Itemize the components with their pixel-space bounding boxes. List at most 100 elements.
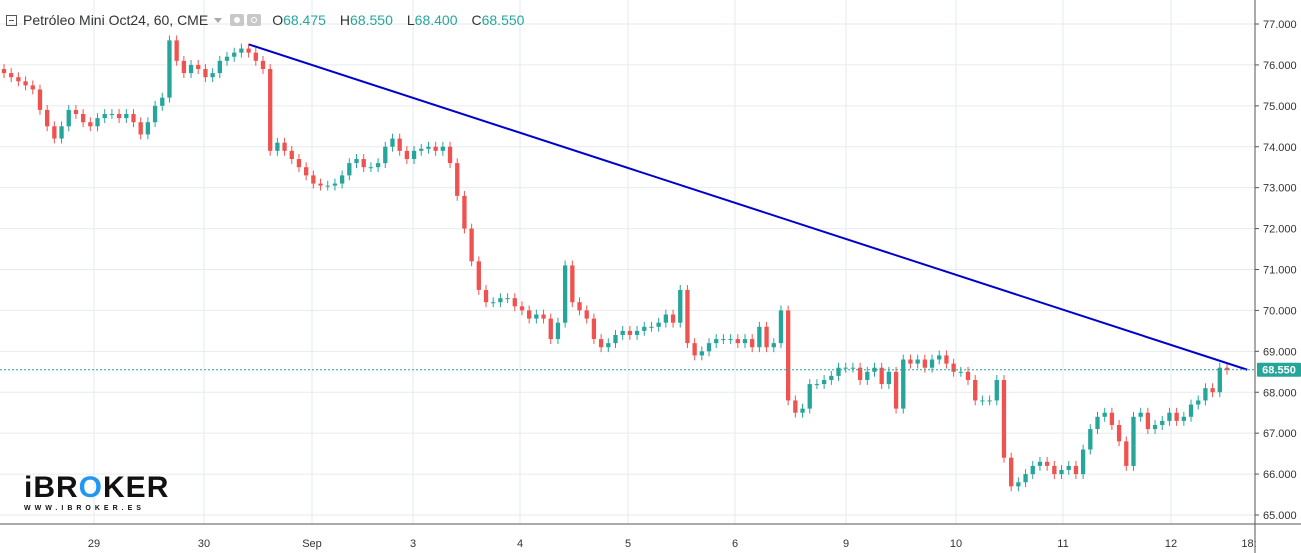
- candle: [491, 297, 496, 308]
- candle-body: [915, 359, 920, 364]
- candle-body: [807, 384, 812, 409]
- high-label: H: [339, 12, 351, 28]
- candle: [1052, 460, 1057, 479]
- candle: [181, 55, 187, 79]
- candle-body: [181, 60, 187, 74]
- candle-body: [1188, 404, 1194, 417]
- candle: [1210, 383, 1215, 398]
- candle: [692, 338, 697, 361]
- open-label: O: [272, 12, 284, 28]
- candle-body: [483, 289, 489, 303]
- candle: [778, 305, 784, 349]
- time-axis[interactable]: 29 30 Sep 3 4 5 6 9 10 11 12 18:: [88, 538, 1257, 550]
- candle: [131, 109, 136, 128]
- candle-body: [886, 371, 892, 385]
- candle: [1044, 456, 1050, 471]
- eye-icon[interactable]: [230, 14, 245, 26]
- candle: [498, 293, 503, 308]
- candle-body: [232, 52, 237, 57]
- candle-body: [116, 114, 122, 119]
- candle: [807, 379, 812, 414]
- candle: [1181, 411, 1186, 426]
- candle: [793, 395, 798, 418]
- candle-body: [1030, 465, 1035, 475]
- candle-body: [1217, 367, 1222, 393]
- candle: [196, 60, 201, 74]
- candle-body: [303, 167, 309, 176]
- candle-body: [929, 359, 935, 368]
- candle: [570, 260, 575, 308]
- candle-body: [1066, 465, 1071, 470]
- candle: [886, 366, 892, 389]
- x-tick-label: 5: [625, 538, 631, 550]
- y-tick-label: 71.000: [1263, 265, 1297, 277]
- candle-body: [30, 85, 35, 90]
- candle: [548, 313, 553, 344]
- candle: [1174, 407, 1179, 426]
- candle-body: [224, 56, 230, 61]
- candle: [591, 313, 597, 344]
- candle-body: [721, 339, 726, 341]
- candle-body: [160, 97, 165, 106]
- candle: [95, 113, 100, 132]
- candle: [188, 60, 194, 79]
- last-price-label: 68.550: [1262, 365, 1296, 377]
- x-tick-label: 12: [1165, 538, 1177, 550]
- trendline[interactable]: [248, 43, 1248, 371]
- candle-body: [152, 105, 158, 123]
- candle-body: [980, 400, 985, 402]
- ibroker-logo: iBROKER WWW.IBROKER.ES: [24, 472, 169, 513]
- candle-body: [865, 371, 870, 380]
- candle: [872, 362, 877, 377]
- candle-body: [771, 343, 776, 348]
- candle: [584, 305, 589, 324]
- x-tick-label: 29: [88, 538, 100, 550]
- candle: [764, 321, 769, 353]
- candle-body: [289, 150, 294, 160]
- candle: [829, 370, 834, 385]
- candle-body: [606, 343, 611, 348]
- symbol-title[interactable]: Petróleo Mini Oct24, 60, CME: [23, 12, 209, 28]
- candle-body: [778, 310, 784, 344]
- ohlc-values: O68.475 H68.550 L68.400 C68.550: [272, 12, 524, 28]
- candle-body: [836, 367, 841, 376]
- candle: [167, 35, 172, 103]
- candle: [685, 285, 690, 349]
- candle: [174, 35, 179, 66]
- candle: [203, 64, 208, 83]
- y-tick-label: 69.000: [1263, 346, 1297, 358]
- collapse-icon[interactable]: [6, 14, 17, 26]
- candle-body: [1044, 461, 1050, 466]
- candle-body: [505, 298, 510, 300]
- candle-body: [951, 363, 956, 372]
- candle: [483, 285, 489, 308]
- candle-body: [390, 138, 395, 147]
- candle-body: [1116, 424, 1122, 442]
- price-axis[interactable]: 77.000 76.000 75.000 74.000 73.000 72.000 71.0…: [1255, 19, 1297, 522]
- y-tick-label: 66.000: [1263, 469, 1297, 481]
- candle-body: [1131, 416, 1136, 466]
- candle: [339, 170, 345, 189]
- x-tick-label: Sep: [302, 538, 322, 550]
- chevron-down-icon[interactable]: [214, 17, 223, 23]
- candle: [1203, 383, 1208, 406]
- candle: [1001, 375, 1007, 463]
- candle-body: [476, 261, 481, 290]
- candle: [1124, 436, 1129, 471]
- candle: [1073, 460, 1079, 479]
- candle-body: [649, 326, 654, 328]
- candle: [1, 64, 7, 79]
- y-tick-label: 76.000: [1263, 60, 1297, 72]
- candle: [210, 68, 215, 83]
- candle: [620, 325, 625, 340]
- low-label: L: [406, 12, 415, 28]
- candle-body: [95, 118, 100, 127]
- candle-body: [109, 114, 115, 116]
- candle-body: [239, 48, 244, 53]
- candle: [843, 362, 848, 373]
- candle-body: [793, 400, 798, 413]
- gear-icon[interactable]: [247, 14, 262, 26]
- candle-body: [45, 109, 50, 127]
- candle-body: [1088, 429, 1093, 450]
